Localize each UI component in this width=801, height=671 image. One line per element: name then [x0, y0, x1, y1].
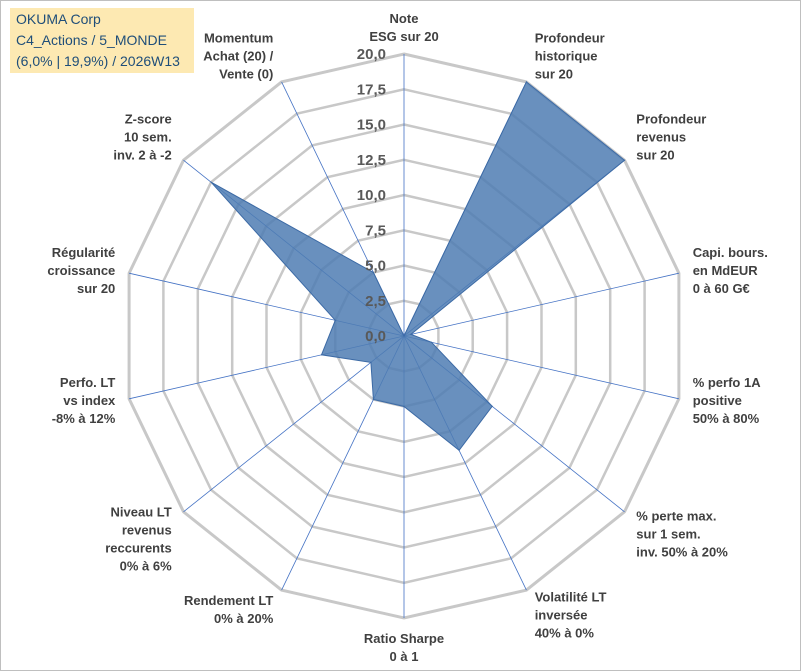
axis-label-line: en MdEUR	[693, 263, 759, 278]
axis-label-line: Rendement LT	[184, 593, 273, 608]
axis-label: Perfo. LT vs index -8% à 12%	[52, 375, 116, 426]
radar-data-point	[372, 271, 374, 274]
axis-label-line: 0% à 6%	[120, 559, 172, 574]
radar-data-point	[623, 159, 626, 161]
axis-label-line: revenus	[636, 130, 686, 145]
tick-label: 5,0	[365, 258, 386, 275]
axis-label-line: 0 à 1	[390, 649, 419, 664]
axis-label: Ratio Sharpe 0 à 1	[364, 631, 444, 664]
chart-title-category: C4_Actions / 5_MONDE	[16, 32, 167, 48]
axis-label: Capi. bours. en MdEUR 0 à 60 G€	[693, 245, 768, 296]
axis-label: Profondeur historique sur 20	[535, 31, 605, 82]
axis-label-line: 40% à 0%	[535, 625, 595, 640]
axis-label: % perte max. sur 1 sem. inv. 50% à 20%	[636, 508, 728, 559]
axis-label: Z-score 10 sem. inv. 2 à -2	[113, 112, 171, 163]
radar-series-area	[210, 81, 626, 452]
axis-label-line: Perfo. LT	[60, 375, 115, 390]
axis-label: Momentum Achat (20) / Vente (0)	[203, 31, 273, 82]
axis-label-line: revenus	[122, 523, 172, 538]
radar-data-point	[334, 319, 336, 321]
radar-data-point	[210, 181, 212, 183]
axis-label-line: sur 20	[636, 148, 674, 163]
axis-label-line: croissance	[47, 263, 115, 278]
tick-label: 20,0	[357, 46, 386, 63]
axis-label-line: inversée	[535, 607, 588, 622]
axis-label-line: Volatilité LT	[535, 589, 607, 604]
axis-label-line: positive	[693, 393, 742, 408]
axis-label-line: Momentum	[204, 31, 273, 46]
tick-label: 17,5	[357, 81, 386, 98]
axis-label-line: historique	[535, 49, 598, 64]
axis-label: Rendement LT 0% à 20%	[184, 593, 274, 626]
axis-label-line: Ratio Sharpe	[364, 631, 444, 646]
axis-label-line: sur 1 sem.	[636, 526, 700, 541]
axis-spoke	[403, 272, 679, 337]
axis-spoke	[183, 335, 405, 513]
chart-title-period: (6,0% | 19,9%) / 2026W13	[16, 53, 180, 69]
axis-label: Niveau LT revenus reccurents 0% à 6%	[105, 505, 172, 574]
axis-label-line: Régularité	[52, 245, 116, 260]
axis-label-line: Capi. bours.	[693, 245, 768, 260]
axis-label: Profondeur revenus sur 20	[636, 112, 706, 163]
radar-axis-labels: Note ESG sur 20 Profondeur historique sur 20…	[47, 11, 767, 664]
axis-label-line: % perte max.	[636, 508, 716, 523]
axis-label-line: vs index	[63, 393, 116, 408]
axis-label-line: sur 20	[535, 67, 573, 82]
tick-label: 2,5	[365, 293, 386, 310]
tick-label: 0,0	[365, 328, 386, 345]
tick-label: 15,0	[357, 117, 386, 134]
radar-data-point	[372, 398, 374, 401]
radar-data-point	[403, 405, 405, 408]
axis-label-line: 50% à 80%	[693, 411, 760, 426]
axis-label-line: 0% à 20%	[214, 611, 274, 626]
axis-label-line: sur 20	[77, 281, 115, 296]
axis-label: % perfo 1A positive 50% à 80%	[693, 375, 762, 426]
axis-label: Régularité croissance sur 20	[47, 245, 115, 296]
radar-data-point	[491, 405, 493, 407]
tick-label: 7,5	[365, 222, 386, 239]
axis-label-line: ESG sur 20	[369, 29, 438, 44]
radar-data-point	[430, 341, 433, 343]
tick-label: 10,0	[357, 187, 386, 204]
axis-label: Volatilité LT inversée 40% à 0%	[535, 589, 607, 640]
radar-data-point	[410, 333, 412, 335]
axis-label: Note ESG sur 20	[369, 11, 438, 44]
axis-label-line: Achat (20) /	[203, 49, 273, 64]
radar-data-point	[458, 449, 460, 451]
radar-data-point	[403, 335, 405, 337]
axis-spoke	[403, 335, 679, 400]
axis-label-line: Vente (0)	[219, 67, 273, 82]
radar-data-point	[370, 361, 372, 363]
axis-label-line: inv. 50% à 20%	[636, 544, 728, 559]
axis-label-line: Niveau LT	[111, 505, 172, 520]
tick-label: 12,5	[357, 152, 386, 169]
chart-title-company: OKUMA Corp	[16, 11, 101, 27]
chart-title-box: OKUMA Corp C4_Actions / 5_MONDE (6,0% | …	[10, 8, 194, 73]
radar-tick-labels: 0,0 2,5 5,0 7,5 10,0 12,5 15,0 17,5 20,0	[357, 46, 386, 345]
axis-label-line: % perfo 1A	[693, 375, 762, 390]
axis-label-line: 0 à 60 G€	[693, 281, 750, 296]
axis-label-line: -8% à 12%	[52, 411, 116, 426]
axis-label-line: inv. 2 à -2	[113, 148, 171, 163]
axis-label-line: Profondeur	[535, 31, 605, 46]
axis-label-line: Z-score	[125, 112, 172, 127]
radar-series	[210, 81, 626, 452]
axis-label-line: Profondeur	[636, 112, 706, 127]
axis-label-line: reccurents	[105, 541, 171, 556]
radar-data-point	[525, 81, 528, 83]
axis-label-line: Note	[390, 11, 419, 26]
radar-data-point	[320, 354, 323, 356]
axis-label-line: 10 sem.	[124, 130, 172, 145]
